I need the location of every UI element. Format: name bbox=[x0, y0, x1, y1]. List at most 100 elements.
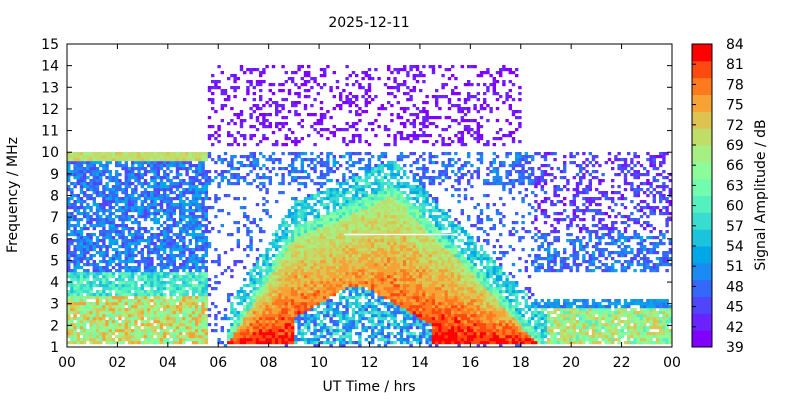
heatmap-cell bbox=[262, 302, 266, 306]
heatmap-cell bbox=[377, 311, 381, 315]
heatmap-cell bbox=[287, 314, 292, 318]
heatmap-cell bbox=[355, 218, 359, 222]
heatmap-cell bbox=[358, 287, 362, 291]
heatmap-cell bbox=[105, 308, 109, 312]
heatmap-cell bbox=[383, 287, 388, 291]
heatmap-cell bbox=[223, 98, 228, 102]
heatmap-cell bbox=[313, 230, 317, 234]
heatmap-cell bbox=[303, 281, 308, 285]
heatmap-cell bbox=[310, 152, 314, 156]
heatmap-cell bbox=[70, 299, 74, 303]
heatmap-cell bbox=[163, 227, 167, 231]
heatmap-cell bbox=[348, 248, 352, 252]
heatmap-cell bbox=[92, 263, 96, 267]
heatmap-cell bbox=[342, 290, 346, 294]
heatmap-cell bbox=[175, 266, 180, 270]
heatmap-cell bbox=[92, 176, 96, 180]
heatmap-cell bbox=[332, 209, 336, 213]
heatmap-cell bbox=[377, 251, 381, 255]
heatmap-cell bbox=[191, 287, 196, 291]
heatmap-cell bbox=[79, 164, 84, 168]
heatmap-cell bbox=[335, 236, 340, 240]
heatmap-cell bbox=[92, 188, 96, 192]
heatmap-cell bbox=[191, 227, 196, 231]
heatmap-cell bbox=[358, 257, 362, 261]
heatmap-cell bbox=[127, 194, 132, 198]
heatmap-cell bbox=[79, 218, 84, 222]
heatmap-cell bbox=[335, 182, 340, 186]
heatmap-cell bbox=[124, 326, 128, 330]
heatmap-cell bbox=[99, 176, 103, 180]
heatmap-cell bbox=[92, 338, 96, 342]
heatmap-cell bbox=[108, 269, 112, 273]
heatmap-cell bbox=[121, 242, 125, 246]
heatmap-cell bbox=[73, 287, 77, 291]
heatmap-cell bbox=[86, 221, 90, 225]
heatmap-cell bbox=[73, 185, 77, 189]
heatmap-cell bbox=[131, 299, 135, 303]
heatmap-cell bbox=[76, 263, 80, 267]
heatmap-cell bbox=[339, 209, 343, 213]
heatmap-cell bbox=[361, 329, 365, 333]
heatmap-cell bbox=[230, 86, 234, 90]
heatmap-cell bbox=[303, 182, 308, 186]
heatmap-cell bbox=[358, 248, 362, 252]
heatmap-cell bbox=[86, 170, 90, 174]
heatmap-cell bbox=[143, 227, 148, 231]
heatmap-cell bbox=[76, 209, 80, 213]
heatmap-cell bbox=[278, 182, 282, 186]
heatmap-cell bbox=[275, 266, 279, 270]
heatmap-cell bbox=[310, 221, 314, 225]
heatmap-cell bbox=[297, 332, 301, 336]
heatmap-cell bbox=[303, 80, 308, 84]
heatmap-cell bbox=[287, 215, 292, 219]
heatmap-cell bbox=[86, 284, 90, 288]
heatmap-cell bbox=[259, 299, 263, 303]
heatmap-cell bbox=[262, 311, 266, 315]
heatmap-cell bbox=[300, 305, 304, 309]
heatmap-cell bbox=[371, 305, 375, 309]
heatmap-cell bbox=[335, 227, 340, 231]
heatmap-cell bbox=[367, 275, 372, 279]
chart-title: 2025-12-11 bbox=[328, 15, 409, 31]
heatmap-cell bbox=[281, 305, 285, 309]
heatmap-cell bbox=[95, 182, 100, 186]
heatmap-cell bbox=[204, 152, 208, 156]
heatmap-cell bbox=[355, 161, 359, 165]
heatmap-cell bbox=[249, 335, 253, 339]
heatmap-cell bbox=[95, 338, 100, 342]
heatmap-cell bbox=[284, 329, 288, 333]
heatmap-cell bbox=[300, 152, 304, 156]
heatmap-cell bbox=[243, 278, 247, 282]
heatmap-cell bbox=[86, 251, 90, 255]
heatmap-cell bbox=[243, 335, 247, 339]
heatmap-cell bbox=[153, 173, 157, 177]
heatmap-cell bbox=[236, 260, 240, 264]
heatmap-cell bbox=[115, 269, 119, 273]
heatmap-cell bbox=[351, 287, 356, 291]
heatmap-cell bbox=[111, 206, 116, 210]
heatmap-cell bbox=[275, 305, 279, 309]
heatmap-cell bbox=[153, 305, 157, 309]
heatmap-cell bbox=[268, 125, 272, 129]
heatmap-cell bbox=[278, 320, 282, 324]
heatmap-cell bbox=[230, 323, 234, 327]
heatmap-cell bbox=[105, 203, 109, 207]
heatmap-cell bbox=[259, 314, 263, 318]
heatmap-cell bbox=[118, 281, 122, 285]
heatmap-cell bbox=[124, 248, 128, 252]
heatmap-cell bbox=[111, 191, 116, 195]
heatmap-cell bbox=[367, 161, 372, 165]
heatmap-cell bbox=[355, 224, 359, 228]
heatmap-cell bbox=[294, 203, 298, 207]
heatmap-cell bbox=[310, 317, 314, 321]
heatmap-cell bbox=[73, 335, 77, 339]
heatmap-cell bbox=[76, 200, 80, 204]
heatmap-cell bbox=[303, 212, 308, 216]
heatmap-cell bbox=[147, 152, 151, 156]
heatmap-cell bbox=[249, 314, 253, 318]
heatmap-cell bbox=[99, 317, 103, 321]
heatmap-cell bbox=[121, 311, 125, 315]
heatmap-cell bbox=[351, 290, 356, 294]
heatmap-cell bbox=[204, 227, 208, 231]
